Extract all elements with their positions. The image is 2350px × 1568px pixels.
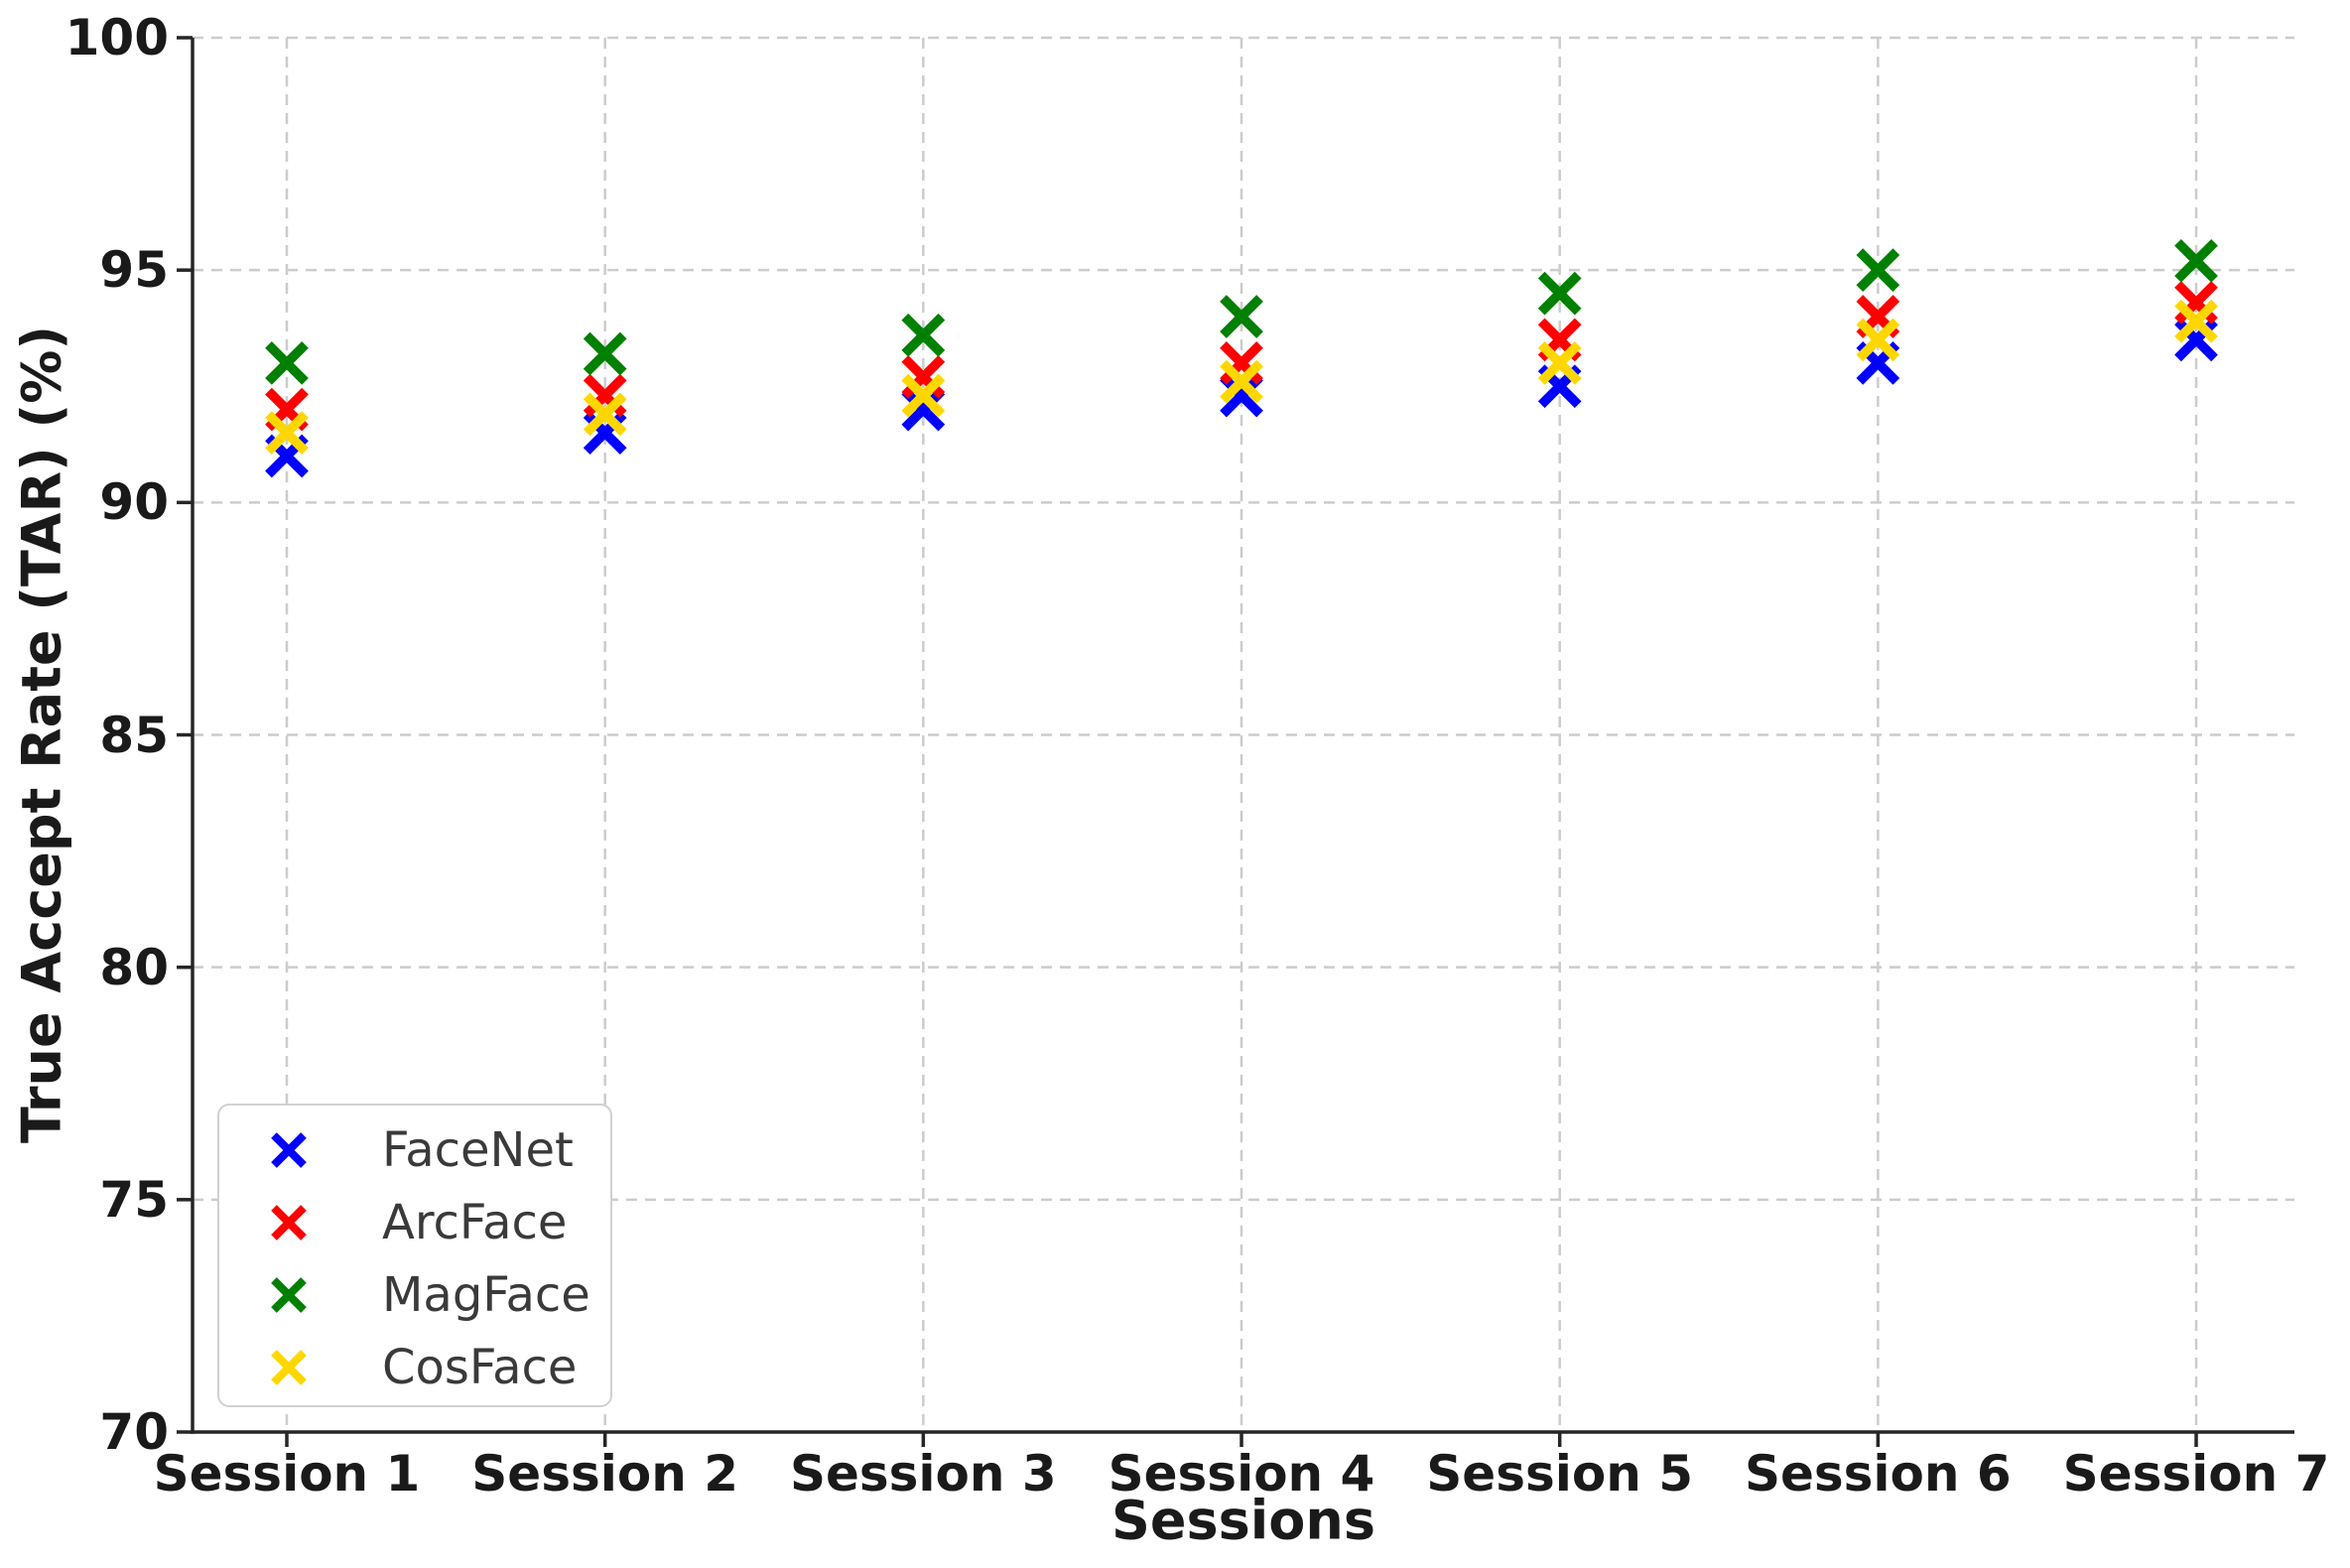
x-marker-icon <box>271 1349 307 1385</box>
x-tick-label-7: Session 7 <box>2062 1445 2330 1503</box>
marker-MagFace-session-3 <box>901 313 946 357</box>
legend-marker-ArcFace-icon <box>271 1204 307 1241</box>
x-tick-label-1: Session 1 <box>153 1445 421 1503</box>
x-tick-label-5: Session 5 <box>1426 1445 1694 1503</box>
marker-MagFace-session-6 <box>1856 248 1900 293</box>
marker-MagFace-session-2 <box>583 331 627 376</box>
x-tick-label-4: Session 4 <box>1108 1445 1375 1503</box>
marker-CosFace-session-7 <box>2174 299 2218 343</box>
x-tick-label-6: Session 6 <box>1744 1445 2012 1503</box>
legend-label-ArcFace: ArcFace <box>382 1194 568 1250</box>
marker-CosFace-session-3 <box>901 373 946 418</box>
x-marker-icon <box>271 1204 307 1241</box>
legend-marker-CosFace-icon <box>271 1349 307 1385</box>
legend-item-FaceNet: FaceNet <box>219 1113 610 1186</box>
marker-MagFace-session-1 <box>265 340 309 385</box>
y-tick-label-75: 75 <box>99 1170 169 1229</box>
y-tick-label-95: 95 <box>99 241 169 300</box>
legend: FaceNet ArcFace MagFace CosFace <box>217 1104 612 1407</box>
y-tick-label-85: 85 <box>99 706 169 764</box>
legend-marker-MagFace-icon <box>271 1276 307 1313</box>
x-axis-label: Sessions <box>1111 1489 1375 1552</box>
legend-item-ArcFace: ArcFace <box>219 1186 610 1258</box>
marker-MagFace-session-7 <box>2174 238 2218 283</box>
legend-item-MagFace: MagFace <box>219 1258 610 1331</box>
x-tick-label-3: Session 3 <box>789 1445 1057 1503</box>
marker-MagFace-session-5 <box>1537 271 1582 316</box>
marker-FaceNet-session-4 <box>1220 373 1263 418</box>
legend-item-CosFace: CosFace <box>219 1331 610 1403</box>
y-tick-label-90: 90 <box>99 473 169 532</box>
x-marker-icon <box>271 1276 307 1313</box>
y-tick-label-80: 80 <box>99 938 169 996</box>
marker-FaceNet-session-3 <box>901 387 946 432</box>
y-tick-label-100: 100 <box>65 9 169 66</box>
y-tick-label-70: 70 <box>99 1403 169 1461</box>
legend-label-FaceNet: FaceNet <box>382 1121 574 1178</box>
legend-label-MagFace: MagFace <box>382 1266 590 1323</box>
marker-CosFace-session-6 <box>1856 318 1900 362</box>
marker-CosFace-session-4 <box>1220 359 1263 404</box>
marker-MagFace-session-4 <box>1220 295 1263 338</box>
marker-CosFace-session-2 <box>583 392 627 437</box>
legend-label-CosFace: CosFace <box>382 1339 578 1395</box>
x-tick-label-2: Session 2 <box>471 1445 739 1503</box>
x-marker-icon <box>271 1131 307 1168</box>
marker-CosFace-session-5 <box>1537 340 1582 385</box>
marker-CosFace-session-1 <box>265 411 309 455</box>
legend-marker-FaceNet-icon <box>271 1131 307 1168</box>
